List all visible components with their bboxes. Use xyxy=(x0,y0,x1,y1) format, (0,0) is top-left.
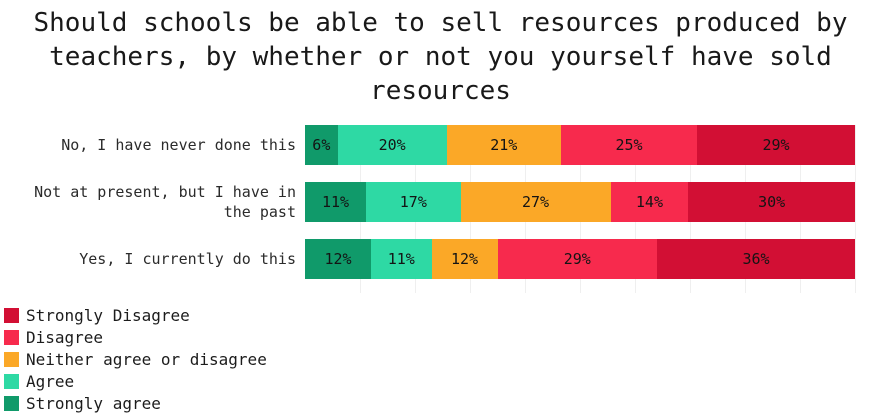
segment-value-label: 27% xyxy=(522,193,550,211)
chart-title-line-3: resources xyxy=(370,76,511,106)
bar-segment-agree: 17% xyxy=(366,182,461,222)
stacked-bar: 12% 11% 12% 29% 36% xyxy=(305,239,855,279)
segment-value-label: 6% xyxy=(312,136,331,154)
stacked-bar: 11% 17% 27% 14% 30% xyxy=(305,182,855,222)
segment-value-label: 25% xyxy=(615,136,643,154)
bar-segment-strongly-disagree: 29% xyxy=(697,125,855,165)
legend-item-strongly-agree: Strongly agree xyxy=(4,392,267,414)
segment-value-label: 12% xyxy=(450,250,479,268)
chart-title-line-1: Should schools be able to sell resources… xyxy=(33,8,848,38)
category-label: No, I have never done this xyxy=(61,135,296,154)
bar-segment-neither-agree-or-disagree: 21% xyxy=(446,125,561,165)
bar-segment-disagree: 29% xyxy=(497,239,657,279)
segment-value-label: 14% xyxy=(635,193,663,211)
bar-segment-strongly-agree: 6% xyxy=(305,125,338,165)
legend-swatch xyxy=(4,395,19,411)
legend-item-agree: Agree xyxy=(4,370,267,392)
legend-label: Strongly agree xyxy=(26,393,161,413)
legend-swatch xyxy=(4,373,19,389)
bar-row: No, I have never done this 6% 20% 21% 25% 29% xyxy=(0,125,881,165)
segment-value-label: 20% xyxy=(378,136,406,154)
bar-segment-strongly-agree: 11% xyxy=(305,182,367,222)
bar-segment-neither-agree-or-disagree: 27% xyxy=(460,182,611,222)
segment-value-label: 29% xyxy=(762,136,790,154)
legend-label: Agree xyxy=(26,371,75,391)
bar-segment-disagree: 14% xyxy=(610,182,689,222)
segment-value-label: 11% xyxy=(322,193,350,211)
bar-row: Yes, I currently do this 12% 11% 12% 29% 36% xyxy=(0,239,881,279)
bar-segment-strongly-disagree: 36% xyxy=(657,239,855,279)
legend-label: Neither agree or disagree xyxy=(26,349,267,369)
segment-value-label: 12% xyxy=(324,250,352,268)
bar-segment-disagree: 25% xyxy=(560,125,698,165)
legend-label: Disagree xyxy=(26,327,104,347)
legend-item-disagree: Disagree xyxy=(4,326,267,348)
bar-segment-strongly-agree: 12% xyxy=(305,239,371,279)
legend-item-neither-agree-or-disagree: Neither agree or disagree xyxy=(4,348,267,370)
segment-value-label: 30% xyxy=(758,193,786,211)
legend: Strongly Disagree Disagree Neither agree o… xyxy=(4,304,267,414)
category-label: Yes, I currently do this xyxy=(79,249,296,268)
legend-item-strongly-disagree: Strongly Disagree xyxy=(4,304,267,326)
plot-area: No, I have never done this 6% 20% 21% 25% 29%… xyxy=(0,125,881,297)
legend-swatch xyxy=(4,351,19,367)
segment-value-label: 17% xyxy=(399,193,427,211)
legend-swatch xyxy=(4,307,19,323)
chart-title-line-2: teachers, by whether or not you yourself… xyxy=(49,42,832,72)
legend-label: Strongly Disagree xyxy=(26,305,190,325)
segment-value-label: 11% xyxy=(387,250,415,268)
bar-segment-agree: 11% xyxy=(371,239,432,279)
segment-value-label: 21% xyxy=(490,136,518,154)
bar-row: Not at present, but I have in the past 11… xyxy=(0,182,881,222)
segment-value-label: 36% xyxy=(742,250,770,268)
legend-swatch xyxy=(4,329,19,345)
chart-title: Should schools be able to sell resources… xyxy=(0,6,881,108)
bar-rows: No, I have never done this 6% 20% 21% 25% 29%… xyxy=(0,125,881,296)
gridline xyxy=(855,125,856,293)
bar-segment-agree: 20% xyxy=(337,125,447,165)
segment-value-label: 29% xyxy=(563,250,591,268)
stacked-bar: 6% 20% 21% 25% 29% xyxy=(305,125,855,165)
category-label: Not at present, but I have in the past xyxy=(34,182,296,221)
bar-segment-neither-agree-or-disagree: 12% xyxy=(431,239,498,279)
bar-segment-strongly-disagree: 30% xyxy=(688,182,855,222)
